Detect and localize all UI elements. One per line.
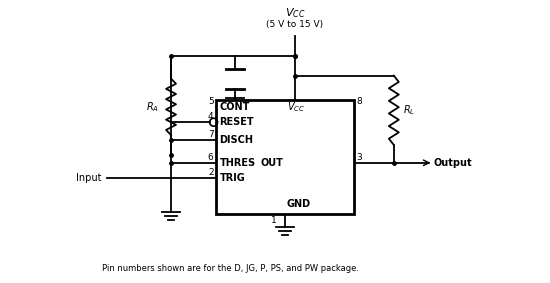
Text: THRES: THRES xyxy=(219,158,256,168)
Text: 4: 4 xyxy=(208,112,213,121)
Text: TRIG: TRIG xyxy=(219,173,245,183)
Text: GND: GND xyxy=(287,200,311,209)
Text: OUT: OUT xyxy=(260,158,283,168)
Text: Output: Output xyxy=(433,158,472,168)
Text: $V_{CC}$: $V_{CC}$ xyxy=(287,100,305,114)
Text: Input: Input xyxy=(76,173,102,183)
Text: CONT: CONT xyxy=(219,102,250,112)
Text: RESET: RESET xyxy=(219,117,254,127)
Text: 1: 1 xyxy=(271,216,277,225)
Text: Pin numbers shown are for the D, JG, P, PS, and PW package.: Pin numbers shown are for the D, JG, P, … xyxy=(102,264,359,273)
Text: 3: 3 xyxy=(356,153,362,162)
Text: 6: 6 xyxy=(208,153,213,162)
Text: $V_{CC}$: $V_{CC}$ xyxy=(284,7,305,20)
Bar xyxy=(216,100,354,214)
Text: 5: 5 xyxy=(208,97,213,106)
Text: DISCH: DISCH xyxy=(219,135,254,145)
Text: 2: 2 xyxy=(208,168,213,177)
Text: 7: 7 xyxy=(208,130,213,139)
Text: $R_A$: $R_A$ xyxy=(146,100,159,114)
Text: (5 V to 15 V): (5 V to 15 V) xyxy=(266,20,323,29)
Text: $R_L$: $R_L$ xyxy=(403,103,415,117)
Text: 8: 8 xyxy=(356,97,362,106)
